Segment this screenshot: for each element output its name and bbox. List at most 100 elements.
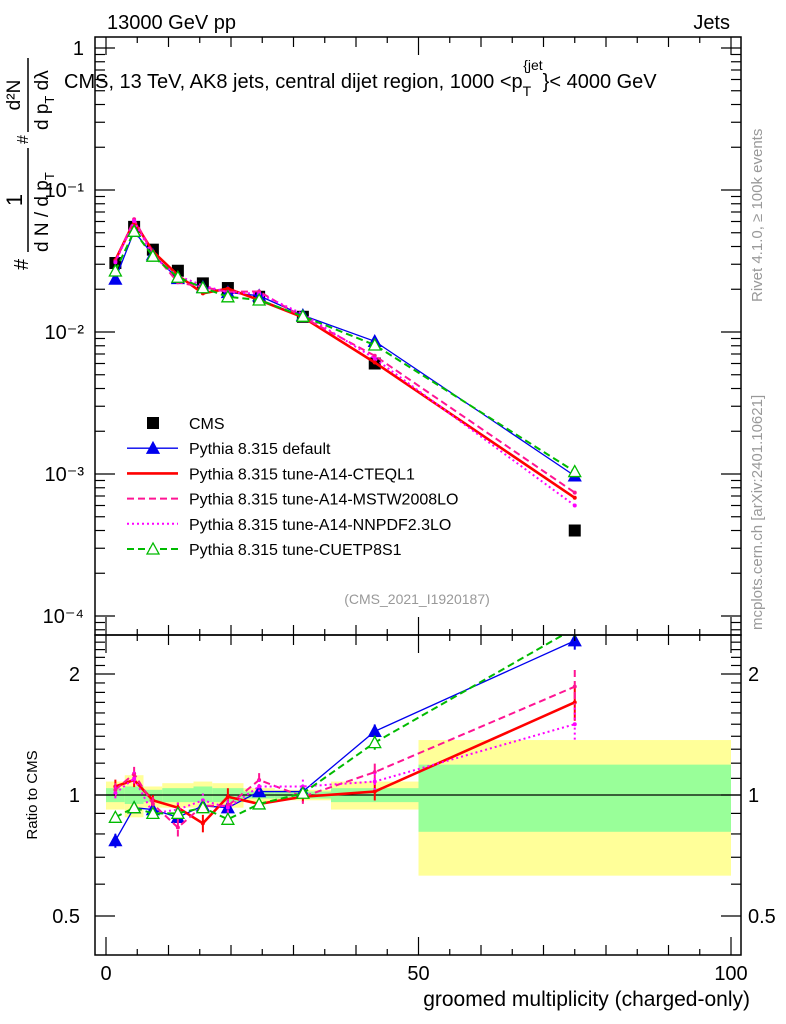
ratio-y-tick-label: 1 [69,785,80,807]
legend-marker [145,440,161,454]
data-point [195,280,210,294]
legend-marker [145,541,161,555]
ratio-series-4 [108,635,576,825]
data-point [132,218,137,223]
legend-label: Pythia 8.315 tune-A14-NNPDF2.3LO [189,517,451,534]
data-point [127,223,142,237]
svg-text:#: # [11,258,33,270]
ratio-y-tick-label-right: 0.5 [748,906,776,928]
legend-label: Pythia 8.315 default [189,441,331,458]
data-point [568,524,581,537]
ratio-point [295,785,310,799]
ratio-line [114,640,576,841]
plot-title: CMS, 13 TeV, AK8 jets, central dijet reg… [64,57,657,99]
ratio-point [175,825,180,830]
data-point [572,495,577,500]
data-point [252,292,267,306]
y-tick-label: 1 [73,38,84,60]
data-point [108,271,123,285]
legend-label: CMS [189,416,225,433]
data-point [367,337,382,351]
x-axis-label: groomed multiplicity (charged-only) [423,988,750,1011]
ratio-point [572,684,577,689]
data-point [170,269,185,283]
header-right: Jets [693,12,730,34]
data-point [372,356,377,361]
ratio-point [108,809,123,823]
data-point [145,248,160,262]
mcplots-text: mcplots.cern.ch [arXiv:2401.10621] [749,395,766,630]
series-line [114,229,576,477]
ratio-point [113,791,118,796]
ratio-point [225,805,230,810]
legend-entry: Pythia 8.315 tune-CUETP8S1 [127,541,402,559]
y-axis-label: # 1 d N / d pT # d²N d pT dλ [2,58,57,270]
rivet-version-text: Rivet 4.1.0, ≥ 100k events [749,129,766,302]
series-0 [109,220,581,537]
data-point [372,360,377,365]
ratio-point [257,784,262,789]
ratio-point [372,789,377,794]
ratio-y-tick-label-right: 1 [748,785,759,807]
series-4 [113,218,577,508]
data-point [113,260,118,265]
series-line [114,229,576,473]
y-tick-label: 10⁻³ [45,464,85,486]
ratio-point [108,833,123,847]
data-point [108,263,123,277]
header-left: 13000 GeV pp [107,12,236,34]
ratio-point [195,800,210,814]
legend-entry: Pythia 8.315 tune-A14-MSTW2008LO [127,492,458,509]
svg-text:d pT dλ: d pT dλ [32,70,57,130]
series-5 [108,223,582,478]
legend: CMS Pythia 8.315 default Pythia 8.315 tune… [127,416,458,559]
ratio-point [252,796,267,810]
x-tick-label: 50 [407,963,429,985]
legend-entry: CMS [147,416,225,433]
ratio-line [114,701,576,826]
ratio-point [372,779,377,784]
ratio-point [367,723,382,737]
y-tick-label: 10⁻¹ [45,180,85,202]
ratio-point [200,821,205,826]
data-point [225,286,230,291]
svg-text:#: # [15,135,32,144]
ratio-y-label: Ratio to CMS [24,750,41,839]
data-point [572,490,577,495]
svg-text:d²N: d²N [4,80,25,111]
series-1 [108,223,582,482]
legend-marker [147,417,159,429]
legend-entry: Pythia 8.315 tune-A14-NNPDF2.3LO [127,517,451,534]
x-tick-label: 0 [100,963,111,985]
data-point [567,464,582,478]
ratio-point [150,801,155,806]
series-line [114,218,576,507]
ratio-y-tick-label-right: 2 [748,664,759,686]
ratio-point [225,794,230,799]
ratio-plot-frame [94,634,742,956]
data-point [372,353,377,358]
ratio-point [367,735,382,749]
ratio-point [132,776,137,781]
uncertainty-band-inner [418,764,731,832]
svg-text:d N / d pT: d N / d pT [32,172,57,252]
ratio-point [145,806,160,820]
ratio-point [170,806,185,820]
series-line [114,218,576,499]
legend-entry: Pythia 8.315 tune-A14-CTEQL1 [127,466,415,483]
data-point [572,503,577,508]
legend-label: Pythia 8.315 tune-CUETP8S1 [189,542,402,559]
svg-text:1: 1 [2,194,27,206]
data-point [220,289,235,303]
legend-label: Pythia 8.315 tune-A14-CTEQL1 [189,466,415,483]
legend-entry: Pythia 8.315 default [127,440,331,458]
ratio-line [114,685,576,829]
ratio-point [127,800,142,814]
data-point [295,308,310,322]
ratio-y-tick-label: 0.5 [52,906,80,928]
series-2 [113,218,577,500]
y-tick-label: 10⁻⁴ [43,606,84,628]
y-tick-label: 10⁻² [45,322,85,344]
analysis-id: (CMS_2021_I1920187) [344,591,490,607]
